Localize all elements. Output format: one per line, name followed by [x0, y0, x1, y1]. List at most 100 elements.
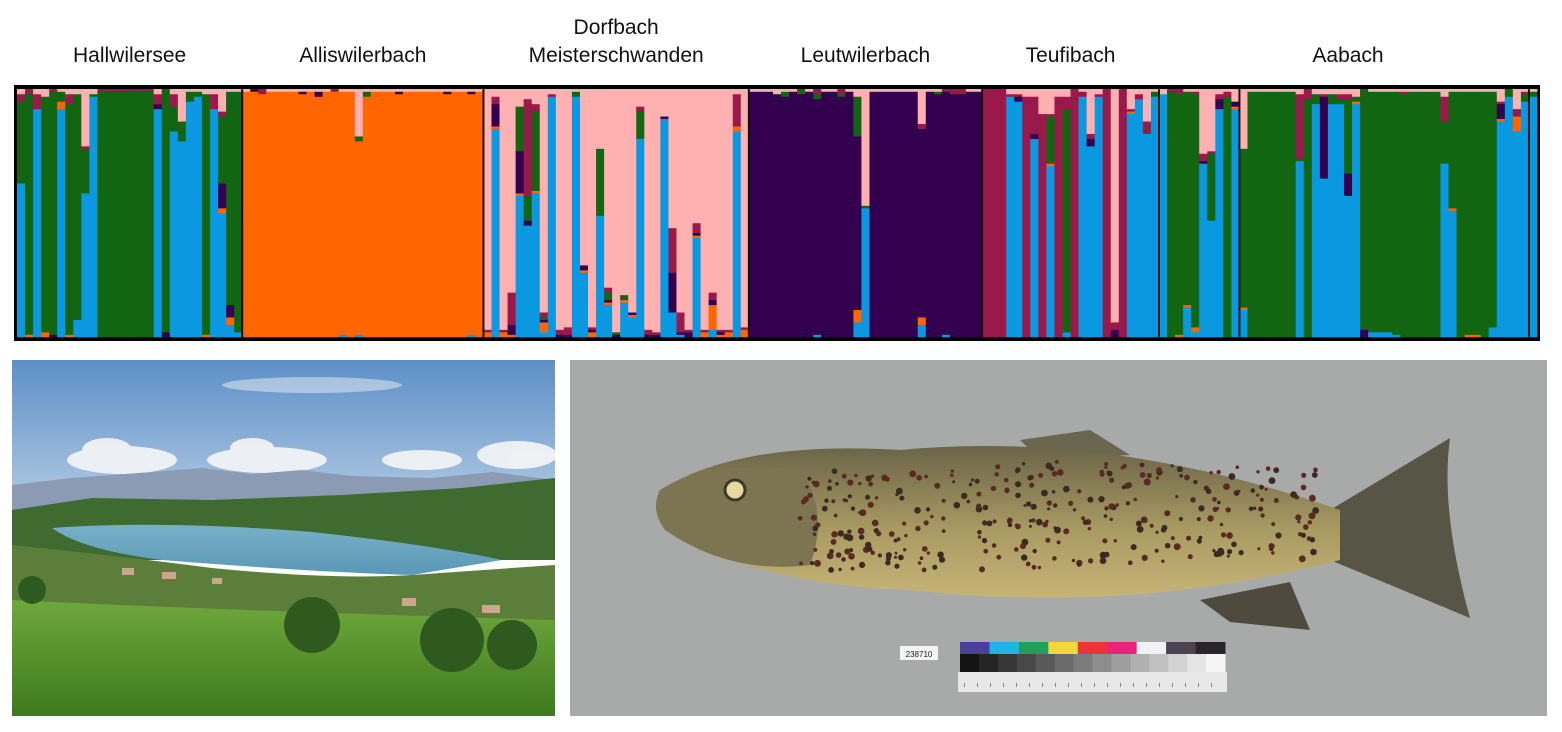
individual-bar — [797, 89, 806, 338]
cluster-1-segment — [1512, 131, 1522, 338]
population-divider — [482, 88, 485, 338]
cluster-6-segment — [73, 89, 82, 95]
cluster-1-segment — [1327, 103, 1337, 338]
ruler-tick — [1068, 683, 1069, 687]
cluster-6-segment — [282, 89, 291, 92]
cluster-6-segment — [443, 89, 452, 92]
individual-bar — [1303, 89, 1313, 338]
cluster-3-segment — [218, 183, 227, 209]
ruler-tick — [1042, 683, 1043, 687]
cluster-6-segment — [901, 89, 911, 92]
cluster-6-segment — [234, 89, 243, 92]
cluster-3-segment — [813, 98, 822, 335]
cluster-2-segment — [539, 322, 549, 333]
cluster-3-segment — [394, 91, 404, 95]
cluster-1-segment — [1504, 96, 1514, 338]
cluster-3-segment — [756, 91, 766, 338]
cluster-1-segment — [1352, 103, 1361, 338]
cluster-2-segment — [362, 96, 372, 338]
cluster-2-segment — [499, 332, 508, 338]
cluster-6-segment — [1255, 89, 1264, 92]
individual-bar — [539, 89, 549, 338]
cluster-5-segment — [949, 89, 959, 95]
cluster-1-segment — [531, 193, 541, 338]
cluster-1-segment — [692, 237, 701, 338]
cluster-6-segment — [193, 89, 203, 92]
cluster-6-segment — [394, 89, 404, 92]
clouds — [67, 377, 555, 474]
trout-photo: 238710 — [570, 360, 1547, 716]
cluster-6-segment — [724, 89, 734, 330]
individual-bar — [427, 89, 436, 338]
cluster-4-segment — [596, 148, 605, 216]
cluster-3-segment — [226, 304, 235, 318]
cluster-1-segment — [1528, 96, 1538, 338]
cluster-1-segment — [1199, 163, 1208, 338]
cluster-6-segment — [668, 89, 677, 229]
cluster-5-segment — [1118, 89, 1128, 338]
individual-bar — [290, 89, 299, 338]
cluster-3-segment — [49, 334, 58, 338]
cluster-6-segment — [499, 89, 508, 330]
cluster-6-segment — [604, 89, 613, 288]
cluster-6-segment — [644, 89, 653, 330]
population-divider — [981, 88, 984, 338]
cluster-5-segment — [716, 329, 726, 333]
individual-bar — [1094, 89, 1104, 338]
village — [122, 568, 500, 613]
ruler-tick — [1120, 683, 1121, 687]
individual-bar — [81, 89, 90, 338]
cluster-4-segment — [1528, 91, 1538, 97]
cluster-5-segment — [1006, 93, 1015, 97]
cluster-2-segment — [1496, 118, 1506, 122]
individual-bar — [604, 89, 613, 338]
individual-bar — [322, 89, 332, 338]
individual-bar — [748, 89, 758, 338]
cluster-5-segment — [1440, 96, 1449, 122]
cluster-6-segment — [362, 89, 372, 92]
individual-bar — [491, 89, 500, 338]
cluster-3-segment — [1014, 96, 1023, 102]
cluster-2-segment — [467, 93, 476, 335]
cluster-2-segment — [370, 91, 380, 338]
individual-bar — [298, 89, 307, 338]
cluster-3-segment — [1231, 101, 1240, 107]
ruler-tick — [1172, 683, 1173, 687]
individual-bar — [1496, 89, 1506, 338]
cluster-5-segment — [105, 89, 114, 92]
cluster-2-segment — [1183, 304, 1192, 308]
cluster-4-segment — [539, 317, 549, 320]
cluster-4-segment — [226, 91, 235, 306]
cluster-6-segment — [1239, 89, 1248, 149]
cluster-5-segment — [813, 89, 822, 95]
cluster-6-segment — [515, 89, 525, 107]
cluster-5-segment — [636, 106, 645, 112]
cluster-1-segment — [226, 324, 235, 338]
cluster-4-segment — [17, 101, 26, 184]
cluster-5-segment — [491, 96, 500, 105]
cluster-1-segment — [1335, 103, 1345, 338]
individual-bar — [998, 89, 1007, 338]
individual-bar — [282, 89, 291, 338]
cluster-6-segment — [475, 89, 484, 92]
cluster-1-segment — [169, 131, 179, 338]
cluster-6-segment — [153, 89, 163, 95]
cluster-1-segment — [579, 272, 589, 338]
individual-bar — [1118, 89, 1128, 338]
cluster-6-segment — [925, 89, 935, 92]
cluster-2-segment — [218, 208, 227, 214]
cluster-2-segment — [475, 91, 484, 338]
individual-bar — [628, 89, 637, 338]
color-patch — [1077, 642, 1108, 654]
individual-bar — [1070, 89, 1079, 338]
cluster-4-segment — [1223, 96, 1232, 338]
cluster-5-segment — [957, 89, 967, 95]
cluster-6-segment — [1416, 89, 1425, 92]
cluster-5-segment — [137, 89, 147, 92]
cluster-4-segment — [41, 96, 50, 333]
individual-bar — [982, 89, 991, 338]
cluster-2-segment — [322, 91, 332, 338]
cluster-5-segment — [145, 89, 155, 92]
individual-bar — [740, 89, 750, 338]
cluster-6-segment — [290, 89, 299, 92]
